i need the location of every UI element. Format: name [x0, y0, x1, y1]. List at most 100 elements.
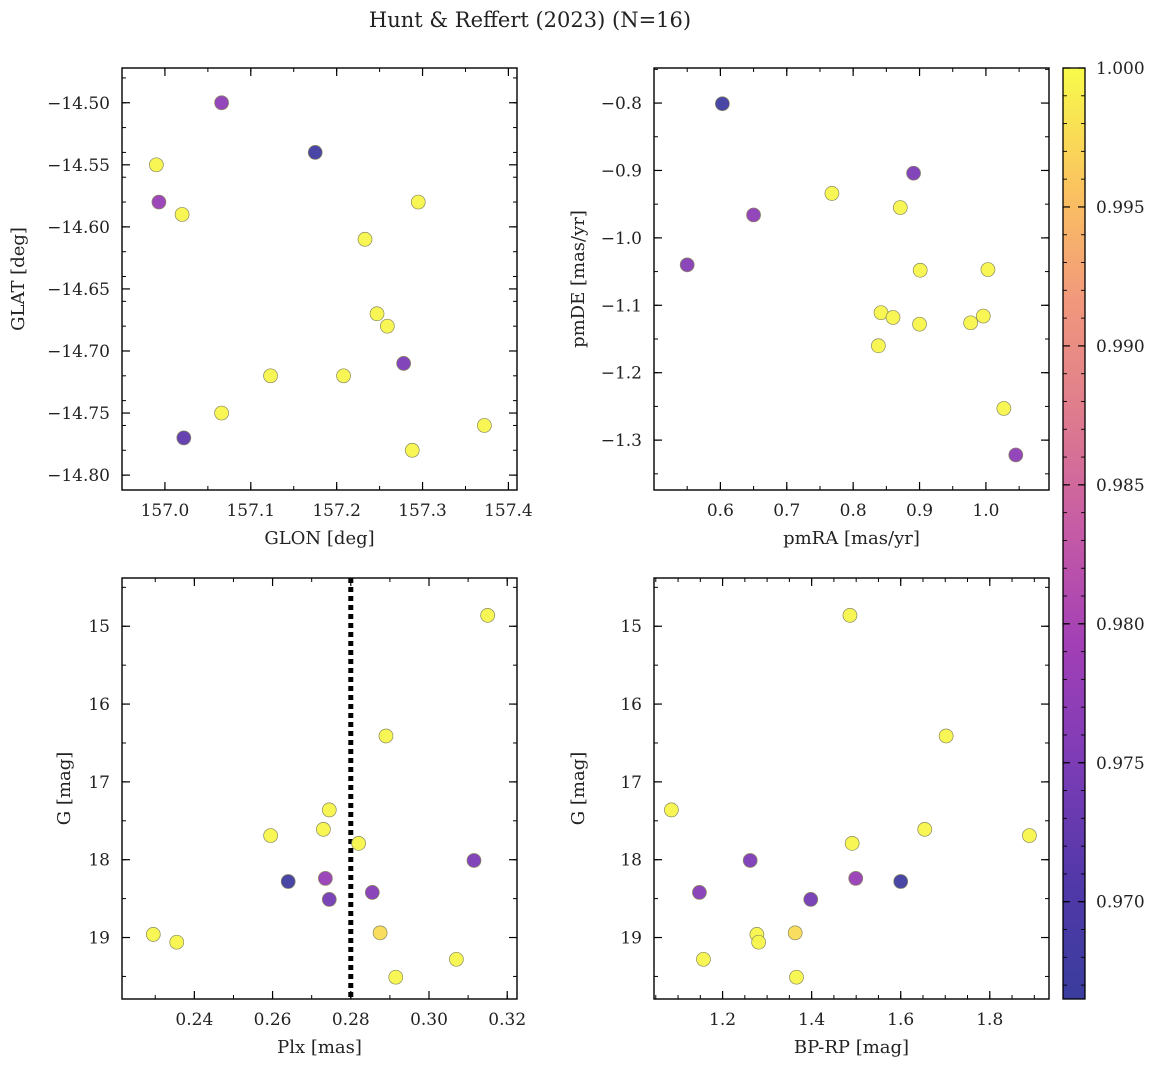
y-tick-label: 16 — [88, 695, 110, 715]
x-tick-label: 0.26 — [254, 1010, 292, 1030]
scatter-point — [351, 836, 366, 851]
scatter-point — [893, 874, 909, 889]
scatter-point — [145, 927, 161, 942]
scatter-point — [842, 608, 858, 623]
scatter-point — [787, 925, 803, 941]
scatter-point — [664, 802, 679, 818]
scatter-point — [369, 306, 385, 322]
colorbar: 0.970 0.975 0.980 0.985 0.990 0.995 1.000 — [1062, 59, 1145, 1000]
scatter-point — [176, 430, 192, 446]
scatter-point — [214, 405, 229, 421]
scatter-point — [844, 836, 860, 851]
scatter-point — [912, 316, 927, 332]
scatter-point — [307, 145, 323, 160]
y-tick-label: −1.3 — [601, 431, 642, 451]
colorbar-tick-label: 0.975 — [1096, 754, 1145, 774]
scatter-point — [449, 951, 464, 967]
scatter-point — [263, 368, 278, 384]
y-tick-label: −0.9 — [601, 161, 642, 181]
x-tick-label: 0.32 — [488, 1010, 526, 1030]
x-tick-label: 1.6 — [887, 1010, 914, 1030]
scatter-point — [917, 822, 933, 837]
plot-frame — [121, 67, 518, 491]
scatter-point — [336, 368, 351, 384]
x-tick-label: 157.1 — [226, 501, 275, 521]
scatter-point — [871, 338, 886, 354]
scatter-point — [885, 310, 901, 325]
y-tick-label: 19 — [88, 929, 110, 949]
x-tick-label: 0.28 — [332, 1010, 370, 1030]
scatter-point — [174, 207, 190, 222]
scatter-point — [912, 262, 928, 278]
y-axis-label: pmDE [mas/yr] — [568, 210, 589, 348]
colorbar-tick-label: 0.970 — [1096, 893, 1145, 913]
x-axis-label: pmRA [mas/yr] — [783, 528, 920, 549]
scatter-point — [848, 871, 864, 886]
scatter-point — [410, 194, 426, 210]
x-tick-label: 1.0 — [972, 501, 999, 521]
scatter-point — [975, 308, 991, 324]
scatter-point — [938, 728, 954, 744]
y-tick-label: −14.60 — [47, 218, 110, 238]
y-tick-label: 18 — [620, 851, 642, 871]
x-tick-label: 157.2 — [312, 501, 361, 521]
scatter-point — [379, 318, 395, 334]
scatter-point — [466, 853, 482, 868]
colorbar-tick-label: 0.980 — [1096, 615, 1145, 635]
x-axis-label: BP-RP [mag] — [794, 1037, 909, 1058]
colorbar-tick-label: 0.990 — [1096, 337, 1145, 357]
x-tick-label: 0.30 — [410, 1010, 448, 1030]
x-tick-label: 0.8 — [840, 501, 867, 521]
scatter-point — [214, 95, 229, 111]
scatter-point — [148, 157, 164, 173]
y-tick-label: −14.55 — [47, 156, 110, 176]
scatter-point — [803, 892, 819, 907]
x-tick-label: 157.3 — [398, 501, 447, 521]
scatter-point — [321, 892, 337, 907]
scatter-point — [892, 200, 908, 215]
scatter-point — [980, 262, 996, 277]
x-tick-label: 0.7 — [773, 501, 800, 521]
x-axis-label: GLON [deg] — [264, 528, 374, 549]
scatter-point — [263, 828, 278, 843]
scatter-point — [715, 96, 730, 112]
plot-frame — [653, 67, 1050, 491]
scatter-point — [404, 442, 420, 458]
scatter-panel-2: 0.6 0.7 0.8 0.9 1.0 −0.8 −0.9 −1.0 −1.1 −1.2 −1.3 p… — [568, 67, 1050, 549]
x-tick-label: 157.4 — [484, 501, 533, 521]
x-tick-label: 0.9 — [906, 501, 933, 521]
y-tick-label: 15 — [620, 617, 642, 637]
scatter-point — [321, 802, 337, 818]
scatter-point — [692, 885, 707, 900]
scatter-point — [318, 871, 333, 886]
y-tick-label: −14.50 — [47, 94, 110, 114]
scatter-point — [1008, 447, 1024, 463]
scatter-point — [169, 934, 185, 950]
y-tick-label: −14.70 — [47, 342, 110, 362]
colorbar-gradient — [1062, 67, 1086, 1000]
y-tick-label: 18 — [88, 851, 110, 871]
scatter-point — [824, 186, 840, 201]
scatter-point — [388, 969, 404, 985]
y-tick-label: −1.1 — [601, 296, 642, 316]
plot-frame — [653, 577, 1050, 1000]
y-axis-label: G [mag] — [568, 752, 589, 825]
scatter-point — [679, 257, 695, 273]
scatter-point — [996, 401, 1012, 416]
y-tick-label: −14.75 — [47, 404, 110, 424]
scatter-point — [364, 885, 380, 900]
colorbar-tick-label: 0.985 — [1096, 476, 1145, 496]
scatter-point — [378, 728, 394, 744]
x-tick-label: 157.0 — [141, 501, 190, 521]
y-axis-label: G [mag] — [54, 752, 75, 825]
colorbar-tick-label: 0.995 — [1096, 198, 1145, 218]
scatter-point — [480, 608, 496, 623]
scatter-panel-1: 157.0 157.1 157.2 157.3 157.4 −14.50 −14.55 −14… — [8, 67, 533, 549]
y-tick-label: −0.8 — [601, 94, 642, 114]
x-tick-label: 1.2 — [709, 1010, 736, 1030]
y-tick-label: 16 — [620, 695, 642, 715]
x-axis-label: Plx [mas] — [277, 1037, 362, 1058]
scatter-panel-4: 1.2 1.4 1.6 1.8 15 16 17 18 19 BP-RP [mag] G [mag] — [568, 577, 1050, 1058]
y-tick-label: −1.0 — [601, 229, 642, 249]
y-tick-label: −1.2 — [601, 364, 642, 384]
